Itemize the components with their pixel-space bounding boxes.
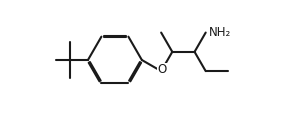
Text: NH₂: NH₂	[209, 26, 231, 39]
Text: O: O	[158, 63, 167, 76]
